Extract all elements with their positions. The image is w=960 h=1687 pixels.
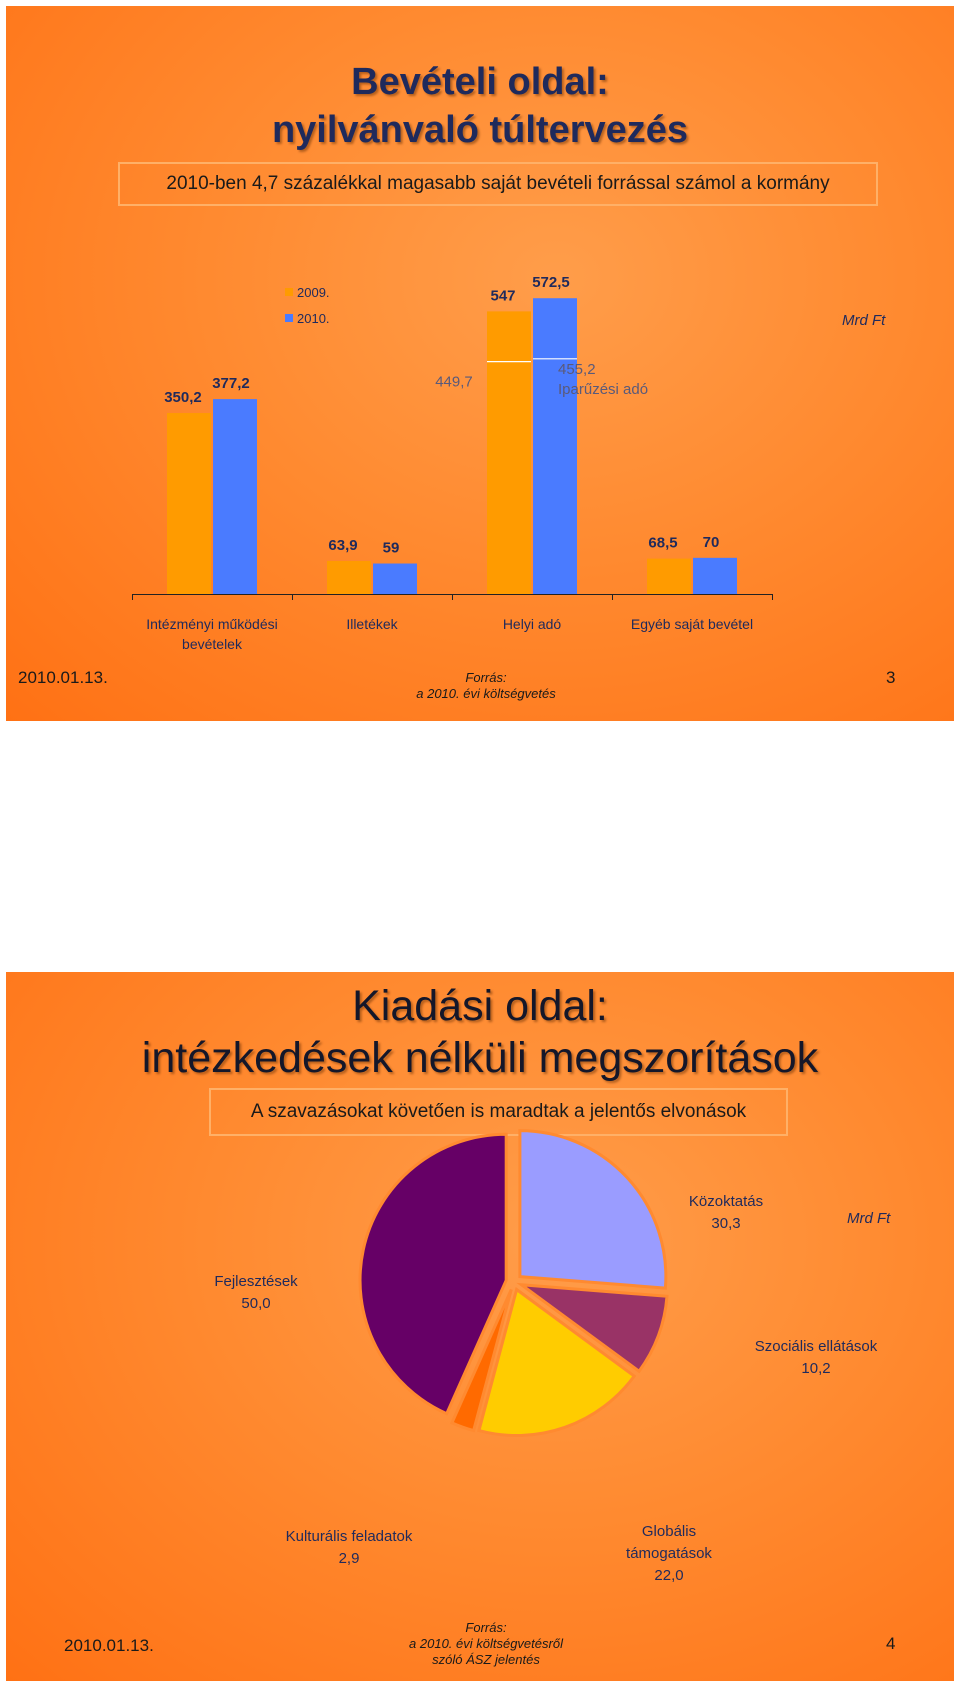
- annotation-label: 455,2: [558, 361, 596, 378]
- bar-2009-helyi-ado: [487, 311, 531, 594]
- slice-value-label: 2,9: [339, 1550, 360, 1567]
- subtitle-box: 2010-ben 4,7 százalékkal magasabb saját …: [118, 162, 878, 206]
- unit-label: Mrd Ft: [842, 312, 886, 329]
- pie-slice-szocialis-ellatasok: [516, 1282, 669, 1374]
- slice-value-label: 10,2: [801, 1360, 830, 1377]
- title-line-2: nyilvánvaló túltervezés: [271, 109, 689, 151]
- source-line-3: szóló ÁSZ jelentés: [432, 1652, 540, 1667]
- bar-2010-illetekek: [373, 563, 417, 594]
- source-line-2: a 2010. évi költségvetésről: [409, 1636, 563, 1651]
- bar-2010-intezmenyi-mukodesi-bevetelek: [213, 399, 257, 594]
- data-label: 70: [703, 534, 720, 551]
- bar-2009-intezmenyi-mukodesi-bevetelek: [167, 413, 211, 594]
- annotation-label: Iparűzési adó: [558, 381, 648, 398]
- source-note: Forrás: a 2010. évi költségvetés: [366, 670, 606, 702]
- category-label: Intézményi működési: [146, 616, 278, 632]
- slide-expenditure: Kiadási oldal: intézkedések nélküli megs…: [6, 972, 954, 1681]
- slice-label: Szociális ellátások: [755, 1338, 878, 1355]
- title-line-2: intézkedések nélküli megszorítások: [141, 1034, 819, 1082]
- pie-slice-kozoktatas: [518, 1129, 668, 1290]
- data-label: 547: [490, 287, 515, 304]
- category-label: Helyi adó: [503, 616, 562, 632]
- title-line-1: Kiadási oldal:: [352, 982, 608, 1030]
- source-note: Forrás: a 2010. évi költségvetésről szól…: [386, 1620, 586, 1668]
- data-label: 350,2: [164, 389, 202, 406]
- slice-label: Globális: [642, 1523, 696, 1540]
- page-number: 3: [886, 668, 896, 687]
- category-label: Egyéb saját bevétel: [631, 616, 753, 632]
- data-label: 377,2: [212, 375, 250, 392]
- data-label: 68,5: [648, 535, 677, 552]
- slide-title: Bevételi oldal: nyilvánvaló túltervezés: [6, 58, 954, 154]
- annotation-label: 449,7: [435, 374, 473, 391]
- slice-label: Fejlesztések: [214, 1273, 298, 1290]
- data-label: 63,9: [328, 537, 357, 554]
- legend-swatch-2009: [285, 288, 293, 296]
- legend-label: 2010.: [297, 311, 330, 326]
- category-label: Illetékek: [346, 616, 398, 632]
- legend-swatch-2010: [285, 314, 293, 322]
- bar-2009-illetekek: [327, 560, 371, 594]
- slice-label: támogatások: [626, 1545, 712, 1562]
- slice-value-label: 22,0: [654, 1567, 683, 1584]
- data-label: 572,5: [532, 274, 570, 291]
- footer-date: 2010.01.13.: [64, 1636, 154, 1655]
- pie-chart: Közoktatás 30,3 Szociális ellátások 10,2 Glo…: [214, 1129, 878, 1584]
- slice-label: Közoktatás: [689, 1193, 763, 1210]
- slice-label: Kulturális feladatok: [286, 1528, 413, 1545]
- pie-slice-fejlesztesek: [358, 1132, 508, 1416]
- page-number: 4: [886, 1634, 896, 1653]
- unit-label: Mrd Ft: [847, 1210, 891, 1227]
- legend-label: 2009.: [297, 285, 330, 300]
- pie-slice-kulturalis-feladatok: [449, 1288, 513, 1433]
- slide-title: Kiadási oldal: intézkedések nélküli megs…: [6, 980, 954, 1084]
- source-line-1: Forrás:: [465, 1620, 507, 1635]
- bar-2010-helyi-ado: [533, 298, 577, 594]
- category-label: bevételek: [182, 636, 243, 652]
- bar-chart: 350,2 377,2 Intézményi működési bevételek 63…: [132, 274, 773, 652]
- bar-2009-egyeb-sajat-bevetel: [647, 558, 691, 594]
- title-line-1: Bevételi oldal:: [351, 61, 609, 103]
- slice-value-label: 30,3: [711, 1215, 740, 1232]
- pie-slice-globalis-tamogatasok: [477, 1286, 637, 1438]
- bar-2010-egyeb-sajat-bevetel: [693, 557, 737, 594]
- slice-value-label: 50,0: [241, 1295, 270, 1312]
- source-line-2: a 2010. évi költségvetés: [416, 686, 556, 701]
- footer-date: 2010.01.13.: [18, 668, 108, 687]
- source-line-1: Forrás:: [465, 670, 507, 685]
- data-label: 59: [383, 540, 400, 557]
- slide-revenue: Bevételi oldal: nyilvánvaló túltervezés …: [6, 6, 954, 721]
